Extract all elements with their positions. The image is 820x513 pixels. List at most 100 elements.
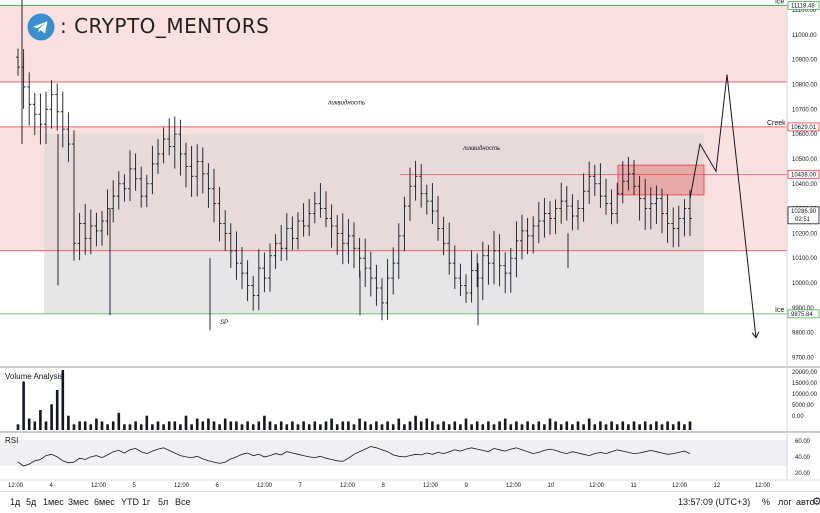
volume-bar bbox=[397, 418, 401, 430]
volume-bar bbox=[414, 415, 417, 430]
volume-bar bbox=[218, 424, 221, 430]
brand-name: : CRYPTO_MENTORS bbox=[60, 14, 270, 38]
volume-bar bbox=[520, 424, 524, 430]
clock: 13:57:09 (UTC+3) bbox=[678, 497, 751, 507]
auto-toggle[interactable]: авто bbox=[796, 497, 815, 507]
volume-bar bbox=[683, 424, 686, 430]
volume-bar bbox=[543, 424, 546, 430]
volume-bar bbox=[582, 424, 585, 430]
volume-bar bbox=[464, 418, 468, 430]
volume-bar bbox=[268, 421, 272, 430]
volume-bar bbox=[638, 424, 641, 430]
volume-bar bbox=[16, 424, 20, 430]
volume-bar bbox=[240, 424, 244, 430]
volume-panel-title: Volume Analysis bbox=[5, 372, 64, 381]
volume-bar bbox=[296, 424, 300, 430]
volume-bar bbox=[554, 421, 557, 430]
volume-bar bbox=[666, 421, 669, 430]
chart-canvas[interactable]: 9700.009800.009900.0010000.0010100.00102… bbox=[0, 0, 820, 491]
price-tick-label: 9700.00 bbox=[792, 356, 814, 362]
volume-bar bbox=[431, 421, 434, 430]
volume-bar bbox=[307, 424, 311, 430]
volume-tick-label: 10000.00 bbox=[792, 392, 818, 398]
volume-bar bbox=[50, 404, 53, 430]
percent-toggle[interactable]: % bbox=[762, 497, 771, 507]
liquidity-zone bbox=[44, 134, 704, 251]
rsi-panel-title: RSI bbox=[5, 436, 19, 445]
volume-bar bbox=[386, 421, 389, 430]
volume-bar bbox=[470, 424, 473, 430]
volume-bar bbox=[123, 424, 126, 430]
volume-bar bbox=[627, 424, 630, 430]
volume-bar bbox=[207, 418, 210, 430]
rsi-line bbox=[17, 446, 691, 467]
volume-bar bbox=[67, 415, 70, 430]
volume-bar bbox=[190, 424, 193, 430]
price-tick-label: 10800.00 bbox=[792, 82, 818, 88]
volume-bar bbox=[442, 421, 445, 430]
price-tick-label: 11000.00 bbox=[792, 33, 817, 39]
gear-icon[interactable]: ⚙ bbox=[812, 496, 820, 508]
volume-bar bbox=[475, 421, 479, 430]
time-tick-label: 12:00 bbox=[755, 483, 771, 489]
volume-bar bbox=[111, 421, 115, 430]
level-tag bbox=[787, 309, 820, 319]
rsi-pane: 60.00 40.00 20.00 bbox=[0, 431, 820, 480]
volume-tick-label: 5000.00 bbox=[792, 403, 814, 409]
volume-bar bbox=[425, 418, 429, 430]
volume-bar bbox=[515, 421, 518, 430]
time-tick-label: 9 bbox=[465, 483, 469, 489]
overlay-layer: Ice Creek Ice ликвидность ликвидность SP bbox=[220, 0, 786, 339]
volume-bar bbox=[576, 421, 580, 430]
price-axis: 9700.00 9800.00 9900.00 10000.00 10100.00 102… bbox=[786, 1, 820, 366]
volume-bar bbox=[341, 421, 345, 430]
time-tick-label: 5 bbox=[133, 483, 137, 489]
time-axis: 12:00 4 12:00 5 12:00 6 12:00 7 12:00 8 12:00 9 12:0… bbox=[0, 479, 820, 489]
level-tag bbox=[787, 1, 820, 10]
time-tick-label: 4 bbox=[50, 483, 54, 489]
rsi-tick-label: 20.00 bbox=[795, 471, 811, 477]
volume-bar bbox=[643, 421, 647, 430]
volume-bar bbox=[251, 424, 255, 430]
volume-bar bbox=[363, 421, 367, 430]
time-tick-label: 12:00 bbox=[8, 483, 24, 489]
level-tag-label: 9875.84 bbox=[791, 312, 813, 318]
volume-bar bbox=[246, 421, 249, 430]
price-tick-label: 10700.00 bbox=[792, 107, 818, 113]
volume-bar bbox=[481, 424, 485, 430]
price-tick-label: 10400.00 bbox=[792, 182, 818, 188]
volume-bar bbox=[39, 410, 42, 430]
volume-bar bbox=[621, 421, 625, 430]
tf-1d[interactable]: 1д bbox=[10, 497, 21, 507]
volume-bar bbox=[184, 415, 188, 430]
tf-6m[interactable]: 6мес bbox=[94, 497, 115, 507]
time-tick-label: 10 bbox=[548, 483, 555, 489]
volume-bar bbox=[229, 421, 233, 430]
tf-1m[interactable]: 1мес bbox=[43, 497, 64, 507]
volume-bar bbox=[162, 424, 165, 430]
tf-5y[interactable]: 5л bbox=[158, 497, 169, 507]
volume-bar bbox=[688, 421, 692, 430]
volume-bar bbox=[83, 421, 87, 430]
price-tick-label: 10600.00 bbox=[792, 132, 818, 138]
volume-bar bbox=[419, 421, 423, 430]
tf-3m[interactable]: 3мес bbox=[68, 497, 89, 507]
volume-bar bbox=[22, 381, 25, 430]
volume-bar bbox=[195, 418, 199, 430]
volume-bar bbox=[61, 370, 65, 430]
tf-5d[interactable]: 5д bbox=[26, 497, 37, 507]
volume-bar bbox=[324, 421, 328, 430]
time-tick-label: 12:00 bbox=[589, 483, 605, 489]
price-tick-label: 11100.00 bbox=[792, 8, 817, 14]
volume-bar bbox=[291, 421, 294, 430]
tf-all[interactable]: Все bbox=[175, 497, 191, 507]
log-toggle[interactable]: лог bbox=[778, 497, 792, 507]
volume-bar bbox=[604, 424, 608, 430]
time-tick-label: 12:00 bbox=[423, 483, 439, 489]
tf-ytd[interactable]: YTD bbox=[121, 497, 139, 507]
volume-bar bbox=[369, 424, 373, 430]
volume-bar bbox=[212, 421, 216, 430]
arrow-head-icon bbox=[751, 331, 760, 339]
volume-bar bbox=[139, 424, 143, 430]
tf-1y[interactable]: 1г bbox=[142, 497, 151, 507]
